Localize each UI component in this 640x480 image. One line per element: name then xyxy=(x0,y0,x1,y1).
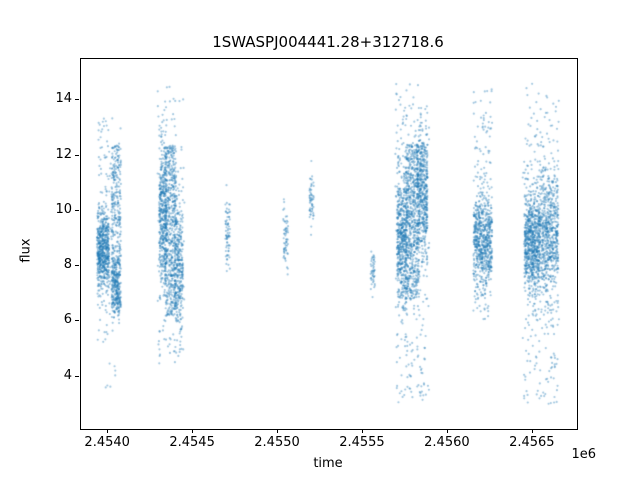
x-tick-mark xyxy=(192,429,194,433)
y-tick-label: 12 xyxy=(55,146,72,162)
x-axis-offset-text: 1e6 xyxy=(571,447,596,462)
y-tick-mark xyxy=(75,99,79,101)
x-tick-label: 2.4545 xyxy=(169,435,215,450)
y-tick-label: 8 xyxy=(63,257,72,273)
y-tick-label: 10 xyxy=(55,201,72,217)
y-tick-mark xyxy=(75,209,79,211)
x-tick-label: 2.4550 xyxy=(254,435,300,450)
plot-canvas xyxy=(81,59,577,429)
y-tick-mark xyxy=(75,265,79,267)
x-tick-label: 2.4560 xyxy=(424,435,470,450)
y-tick-label: 4 xyxy=(63,367,72,383)
y-tick-label: 6 xyxy=(63,312,72,328)
y-axis-label: flux xyxy=(18,238,34,263)
x-tick-label: 2.4540 xyxy=(84,435,130,450)
y-tick-mark xyxy=(75,375,79,377)
plot-area xyxy=(80,58,578,430)
x-axis-label: time xyxy=(313,456,343,471)
x-tick-mark xyxy=(446,429,448,433)
x-tick-label: 2.4555 xyxy=(339,435,385,450)
x-tick-mark xyxy=(107,429,109,433)
x-tick-label: 2.4565 xyxy=(509,435,555,450)
x-tick-mark xyxy=(277,429,279,433)
x-tick-mark xyxy=(361,429,363,433)
plot-title: 1SWASPJ004441.28+312718.6 xyxy=(212,33,444,51)
x-tick-mark xyxy=(531,429,533,433)
y-tick-mark xyxy=(75,154,79,156)
y-tick-mark xyxy=(75,320,79,322)
y-tick-label: 14 xyxy=(55,91,72,107)
